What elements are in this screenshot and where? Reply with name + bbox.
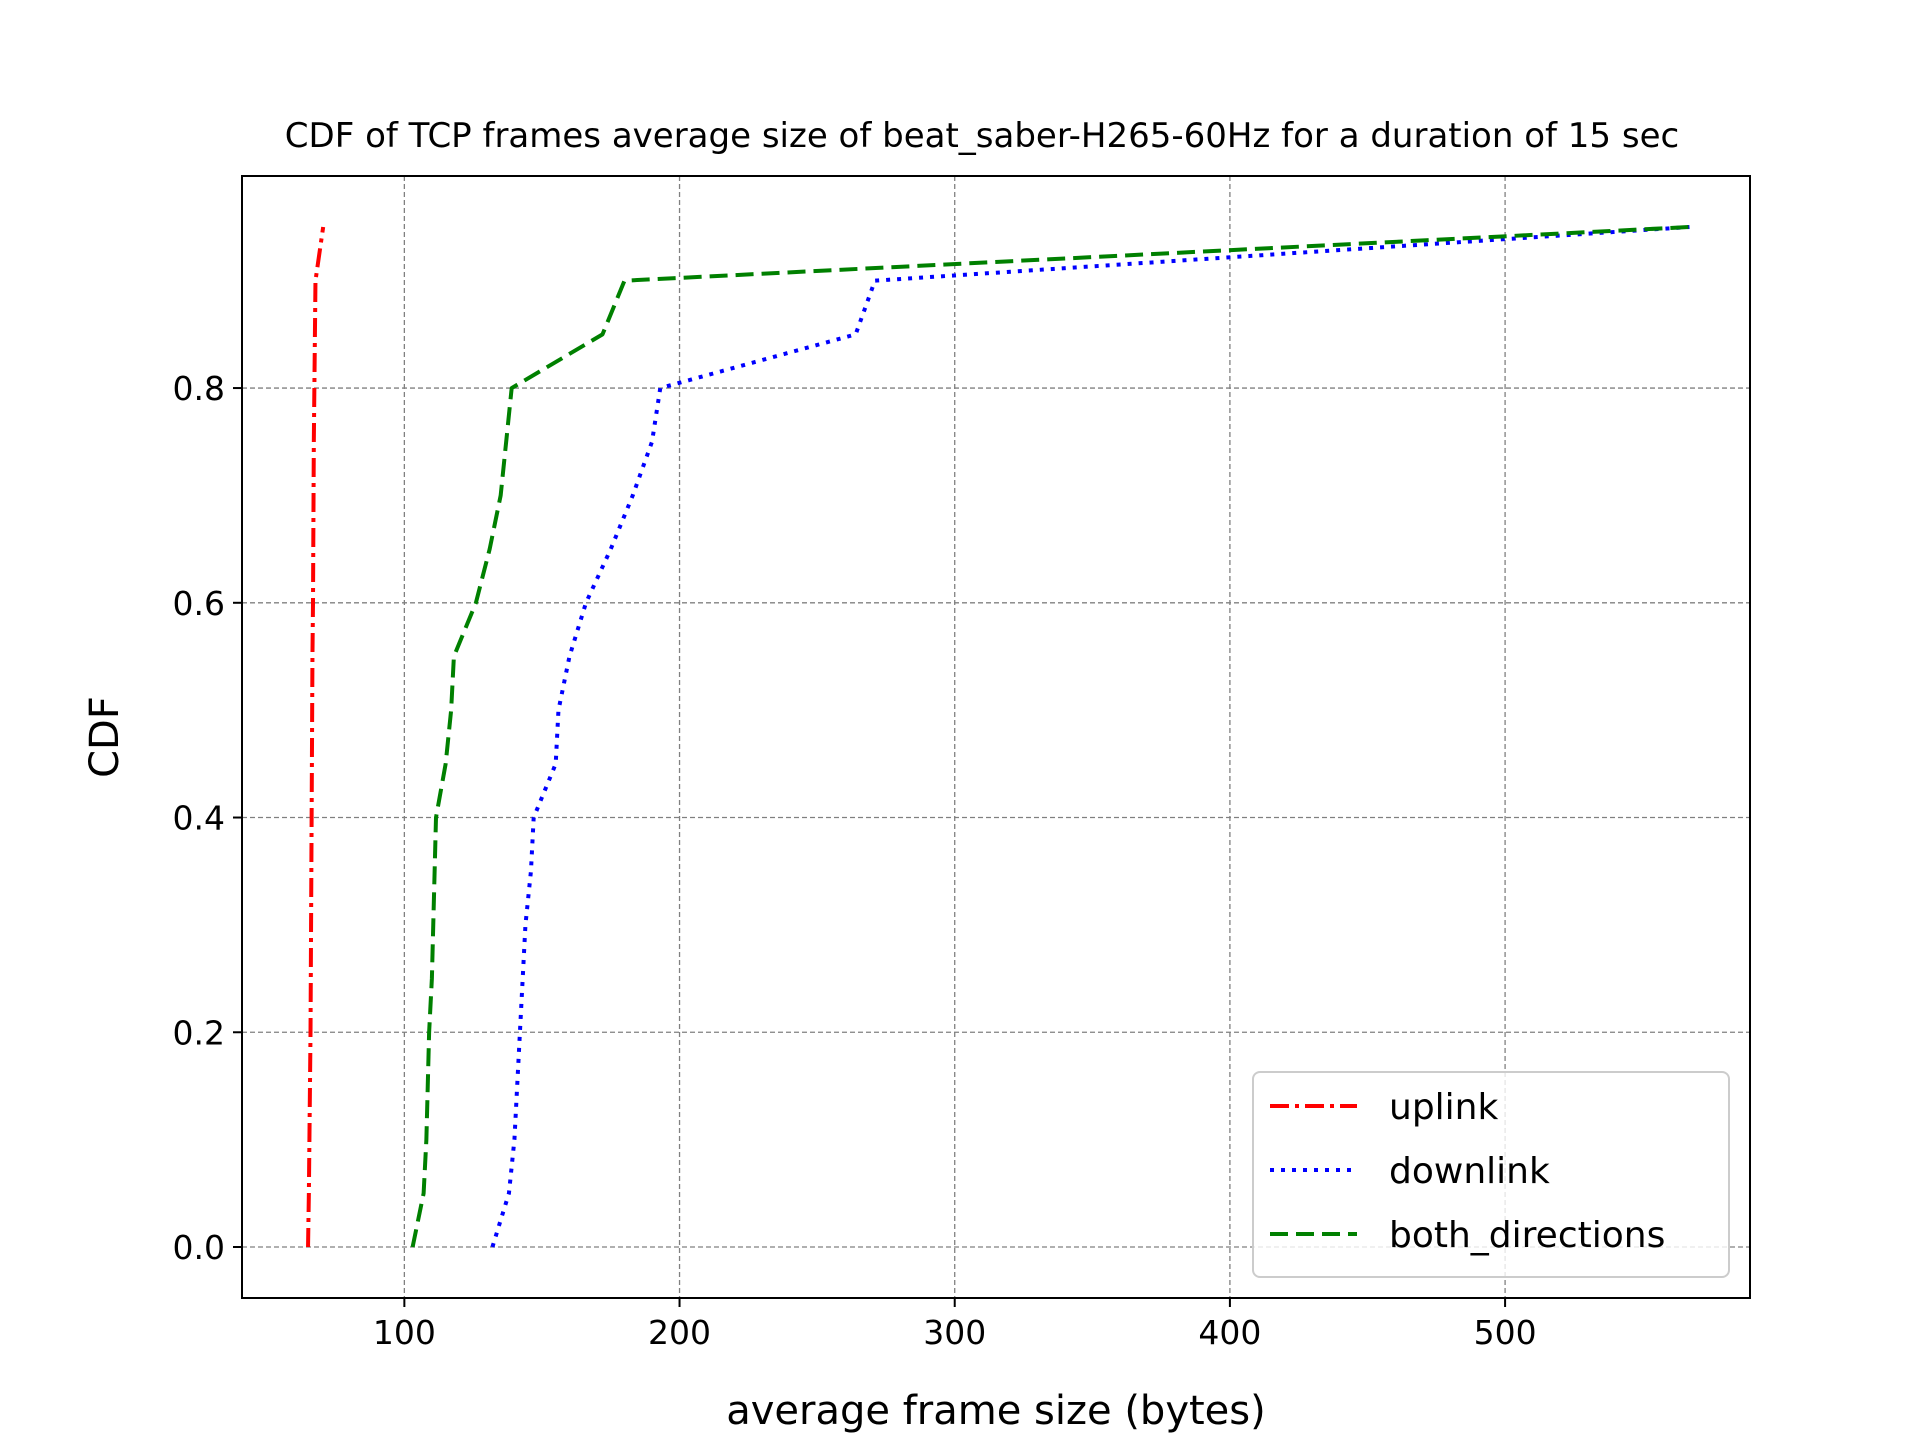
- y-axis-label: CDF: [82, 696, 128, 778]
- legend: uplink downlink both_directions: [1252, 1071, 1730, 1278]
- y-tick-label: 0.2: [173, 1013, 225, 1052]
- series-line-both-directions: [410, 225, 1690, 1248]
- grid-lines: [242, 176, 1750, 1298]
- x-tick-label: 300: [923, 1313, 986, 1352]
- y-tick-label: 0.4: [173, 799, 225, 838]
- x-tick-label: 200: [648, 1313, 711, 1352]
- axis-ticks: 100 200 300 400 500 0.0 0.2 0.4 0.6 0.8: [173, 369, 1537, 1352]
- plot-frame: [241, 175, 1751, 1299]
- series-line-uplink: [306, 226, 326, 1248]
- x-tick-label: 100: [373, 1313, 436, 1352]
- y-tick-label: 0.6: [173, 584, 225, 623]
- legend-label-both-directions: both_directions: [1389, 1215, 1665, 1256]
- x-axis-label: average frame size (bytes): [726, 1388, 1265, 1434]
- x-tick-label: 500: [1474, 1313, 1537, 1352]
- legend-label-uplink: uplink: [1389, 1087, 1498, 1128]
- legend-label-downlink: downlink: [1389, 1151, 1550, 1192]
- y-tick-label: 0.8: [173, 369, 225, 408]
- legend-box: [1252, 1071, 1730, 1278]
- series-lines: [306, 225, 1690, 1248]
- y-tick-label: 0.0: [173, 1228, 225, 1267]
- series-line-downlink: [490, 225, 1690, 1248]
- x-tick-label: 400: [1198, 1313, 1261, 1352]
- chart-title: CDF of TCP frames average size of beat_s…: [285, 116, 1679, 156]
